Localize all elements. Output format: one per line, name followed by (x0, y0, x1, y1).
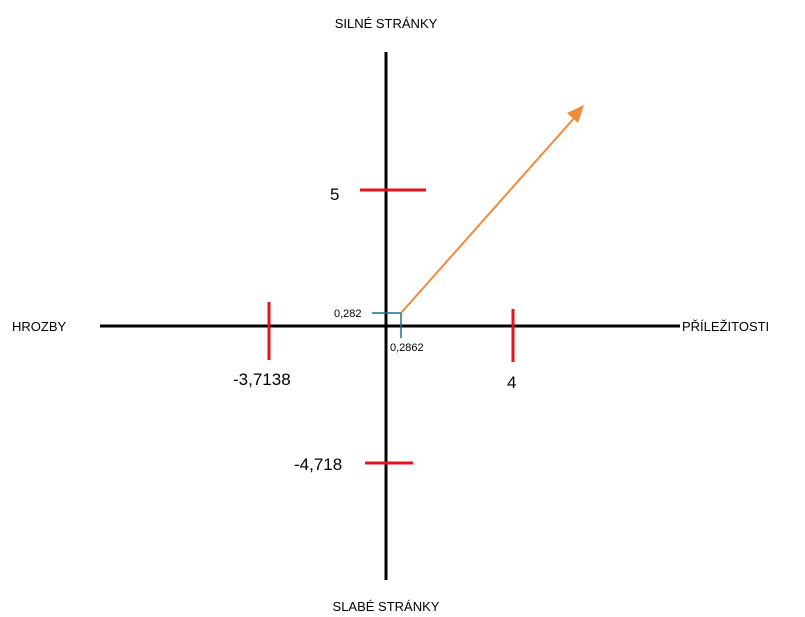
value-opportunities: 4 (507, 373, 516, 392)
value-strengths: 5 (330, 185, 339, 204)
axis-label-right: PŘÍLEŽITOSTI (682, 319, 769, 334)
axis-label-bottom: SLABÉ STRÁNKY (333, 599, 440, 614)
axis-label-top: SILNÉ STRÁNKY (335, 16, 438, 31)
result-arrow (400, 115, 577, 314)
result-y-label: 0,282 (334, 308, 362, 320)
axis-label-left: HROZBY (12, 319, 67, 334)
result-x-label: 0,2862 (390, 342, 424, 354)
value-threats: -3,7138 (233, 370, 291, 389)
value-weaknesses: -4,718 (294, 455, 342, 474)
arrow-head (567, 105, 584, 123)
